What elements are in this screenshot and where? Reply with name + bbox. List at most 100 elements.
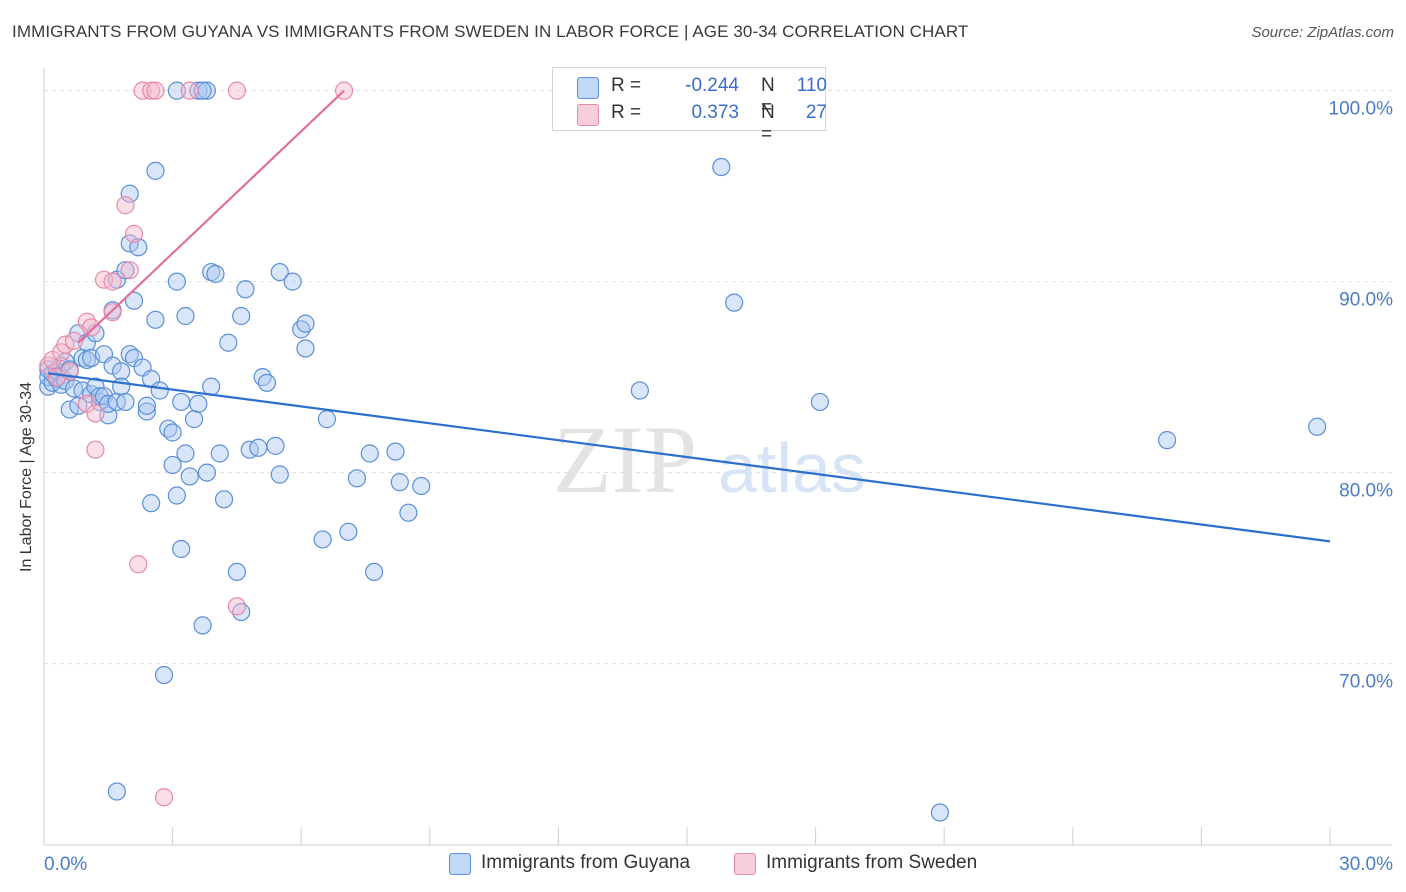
guyana-point: [206, 264, 225, 284]
series-legend-swatch-sweden: [734, 853, 756, 875]
guyana-point: [1308, 417, 1327, 436]
guyana-point: [296, 339, 315, 358]
guyana-point: [339, 522, 358, 541]
chart-source: Source: ZipAtlas.com: [1251, 24, 1394, 41]
guyana-point: [142, 494, 161, 513]
sweden-point: [82, 318, 101, 337]
guyana-point: [116, 261, 135, 280]
legend-n-label: N =: [761, 75, 775, 118]
legend-n-value: 27: [805, 102, 827, 123]
guyana-point: [167, 272, 186, 291]
guyana-point: [197, 463, 216, 482]
guyana-point: [107, 782, 126, 801]
guyana-point: [112, 362, 131, 381]
guyana-point: [176, 306, 195, 326]
y-tick-label: 80.0%: [1339, 481, 1393, 502]
legend-r-value: -0.244: [685, 75, 739, 96]
guyana-point: [172, 392, 191, 412]
sweden-point: [103, 303, 122, 322]
guyana-point: [167, 81, 186, 100]
guyana-point: [154, 665, 174, 685]
guyana-point: [725, 293, 744, 312]
correlation-legend: R = -0.244 N = 110 R = 0.373 N = 27: [552, 67, 827, 145]
axes-layer: [43, 68, 1392, 846]
legend-swatch-guyana: [577, 77, 599, 99]
guyana-point: [317, 410, 337, 429]
guyana-point: [219, 333, 238, 352]
guyana-point: [163, 455, 182, 475]
guyana-point: [399, 503, 418, 522]
watermark: ZIP atlas: [553, 406, 866, 513]
sweden-point: [142, 81, 161, 100]
sweden-point: [64, 331, 84, 350]
tick-labels: 100.0% 90.0% 80.0% 70.0% 0.0% 30.0%: [44, 99, 1393, 875]
series-legend-label: Immigrants from Guyana: [481, 852, 691, 873]
guyana-point: [129, 238, 148, 257]
guyana-point: [137, 396, 156, 415]
guyana-point: [193, 616, 212, 635]
series-sweden-points: [39, 81, 354, 807]
guyana-point: [214, 490, 234, 509]
y-tick-label: 70.0%: [1339, 672, 1393, 693]
guyana-point: [313, 530, 332, 549]
guyana-point: [193, 81, 212, 100]
guyana-point: [120, 234, 139, 253]
guyana-point: [124, 291, 144, 310]
guyana-point: [236, 280, 255, 299]
legend-r-label: R =: [611, 102, 642, 123]
guyana-point: [146, 161, 165, 180]
series-legend-label: Immigrants from Sweden: [766, 852, 978, 873]
guyana-point: [390, 473, 409, 492]
guyana-point: [163, 423, 182, 442]
guyana-point: [257, 373, 277, 392]
y-tick-label: 100.0%: [1329, 99, 1394, 120]
y-tick-label: 90.0%: [1339, 290, 1393, 311]
legend-n-value: 110: [796, 75, 827, 96]
guyana-point: [172, 539, 191, 559]
guyana-point: [180, 467, 199, 486]
sweden-point: [227, 597, 246, 616]
legend-r-value: 0.373: [691, 102, 739, 123]
guyana-point: [232, 306, 251, 326]
watermark-zip: ZIP: [553, 406, 697, 513]
guyana-point: [360, 444, 379, 463]
sweden-point: [154, 788, 174, 807]
sweden-point: [129, 555, 148, 574]
guyana-point: [184, 410, 204, 429]
guyana-point: [146, 310, 165, 329]
sweden-point: [116, 196, 135, 215]
sweden-point: [86, 404, 105, 423]
grid-layer: [44, 90, 1392, 665]
guyana-point: [266, 436, 285, 455]
guyana-point: [210, 444, 229, 463]
guyana-point: [1158, 431, 1177, 450]
legend-swatch-sweden: [577, 104, 599, 126]
guyana-point: [930, 803, 950, 822]
guyana-point: [227, 562, 246, 582]
sweden-point: [146, 81, 165, 100]
guyana-point: [712, 157, 731, 177]
trend-lines: [48, 89, 1331, 543]
guyana-point: [112, 377, 131, 396]
guyana-point: [150, 381, 169, 400]
guyana-point: [176, 444, 195, 463]
guyana-point: [630, 381, 649, 400]
guyana-point: [386, 442, 405, 461]
guyana-point: [137, 402, 156, 421]
guyana-point: [189, 394, 208, 413]
guyana-point: [364, 562, 384, 582]
x-tick-label: 0.0%: [44, 854, 87, 875]
guyana-point: [60, 400, 79, 419]
watermark-atlas: atlas: [718, 429, 866, 507]
guyana-point: [296, 314, 315, 333]
series-legend-swatch-guyana: [449, 853, 471, 875]
legend-r-label: R =: [611, 75, 642, 96]
guyana-point: [116, 392, 135, 412]
guyana-point: [270, 262, 289, 282]
guyana-point: [249, 438, 268, 457]
chart-title: IMMIGRANTS FROM GUYANA VS IMMIGRANTS FRO…: [12, 22, 969, 41]
guyana-point: [347, 469, 367, 488]
sweden-point: [103, 272, 122, 291]
sweden-point: [124, 224, 144, 243]
